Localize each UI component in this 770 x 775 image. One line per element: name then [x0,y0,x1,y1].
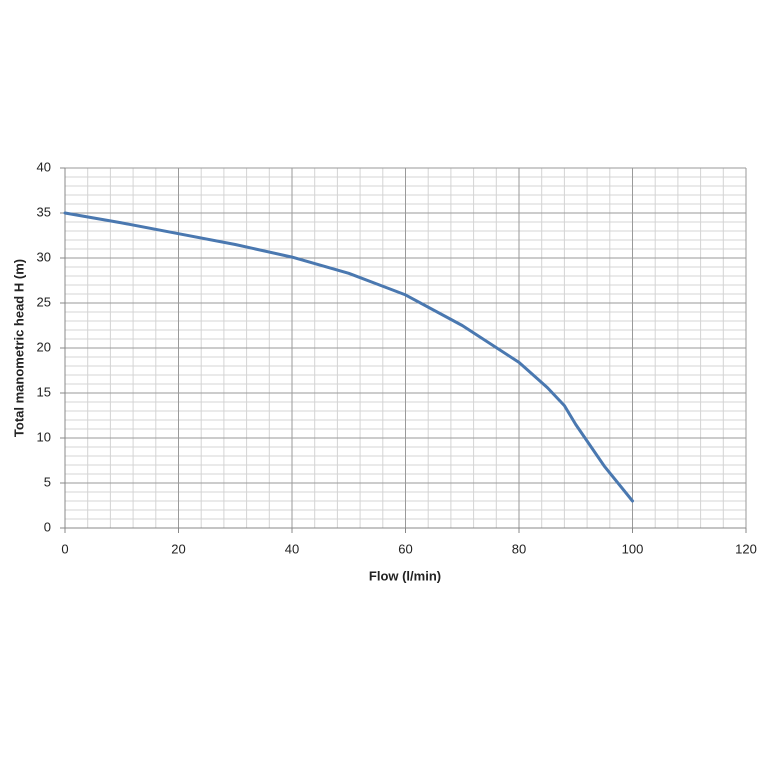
y-axis-title: Total manometric head H (m) [11,259,26,437]
y-tick-label: 20 [37,339,51,354]
line-series [63,211,634,503]
y-tick-label: 35 [37,204,51,219]
x-tick-label: 120 [735,541,757,556]
y-tick-label: 25 [37,294,51,309]
x-axis-title: Flow (l/min) [369,568,441,583]
x-tick-label: 40 [285,541,299,556]
y-tick-label: 0 [44,519,51,534]
y-tick-label: 5 [44,474,51,489]
y-tick-label: 30 [37,249,51,264]
y-tick-label: 15 [37,384,51,399]
x-tick-label: 60 [398,541,412,556]
x-tick-label: 80 [512,541,526,556]
x-tick-label: 20 [171,541,185,556]
y-tick-label: 10 [37,429,51,444]
x-tick-label: 100 [622,541,644,556]
y-tick-label: 40 [37,159,51,174]
x-tick-label: 0 [61,541,68,556]
